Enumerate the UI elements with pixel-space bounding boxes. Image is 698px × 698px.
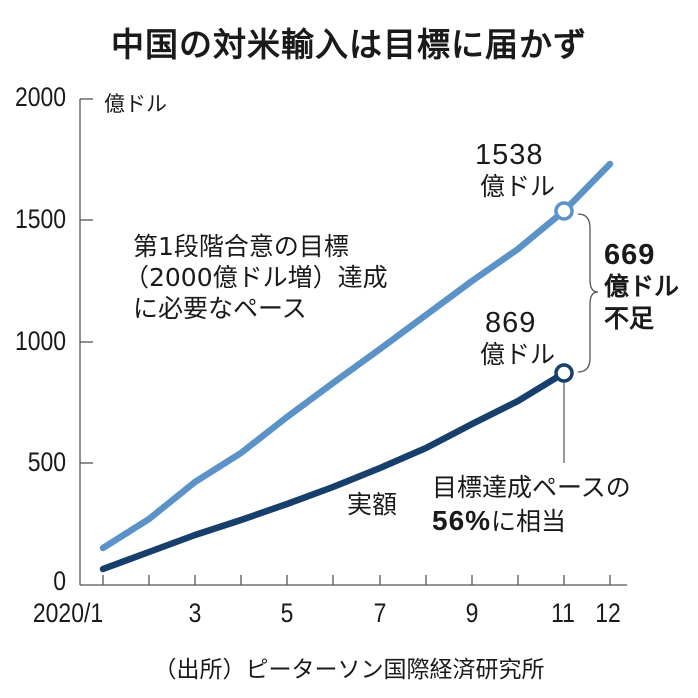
actual-series-label: 実額 xyxy=(347,490,398,519)
y-tick-1000: 1000 xyxy=(15,326,67,356)
target-marker xyxy=(554,201,574,221)
x-tick-12: 12 xyxy=(595,598,621,628)
target-series-label-line1: 第1段階合意の目標 xyxy=(133,232,349,261)
x-tick-11: 11 xyxy=(551,598,575,628)
chart-title: 中国の対米輸入は目標に届かず xyxy=(111,25,587,64)
gap-value-text: 不足 xyxy=(604,304,655,333)
source-note: （出所）ピーターソン国際経済研究所 xyxy=(153,657,545,683)
x-tick-7: 7 xyxy=(373,598,387,628)
gap-value-unit: 億ドル xyxy=(604,272,680,301)
target-value-unit: 億ドル xyxy=(480,172,556,201)
gap-brace xyxy=(577,213,599,373)
y-axis-unit: 億ドル xyxy=(104,92,167,116)
ratio-text: に相当 xyxy=(491,507,567,536)
ratio-annotation-line2: 56%に相当 xyxy=(432,506,566,537)
y-tick-1500: 1500 xyxy=(15,204,67,234)
actual-value-number: 869 xyxy=(485,307,537,339)
ratio-annotation-line1: 目標達成ペースの xyxy=(432,473,631,502)
y-tick-500: 500 xyxy=(27,447,66,477)
target-value-number: 1538 xyxy=(475,139,544,171)
gap-value-number: 669 xyxy=(604,239,656,271)
target-pace-line xyxy=(99,160,614,552)
y-tick-0: 0 xyxy=(53,566,66,596)
target-series-label-line2: （2000億ドル増）達成 xyxy=(124,263,388,292)
x-tick-9: 9 xyxy=(465,598,479,628)
actual-marker xyxy=(554,363,574,383)
ratio-percent: 56% xyxy=(432,505,492,536)
actual-value-unit: 億ドル xyxy=(480,340,556,369)
x-tick-3: 3 xyxy=(188,598,202,628)
target-series-label-line3: に必要なペース xyxy=(133,294,307,323)
x-tick-5: 5 xyxy=(280,598,294,628)
axes xyxy=(79,98,627,586)
x-tick-2020-1: 2020/1 xyxy=(32,598,104,628)
y-tick-2000: 2000 xyxy=(15,82,67,112)
actual-line xyxy=(99,369,568,573)
